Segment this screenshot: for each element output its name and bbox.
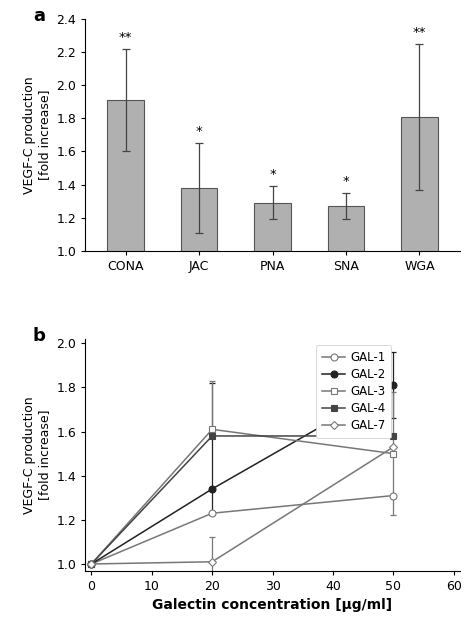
Text: **: ** [119,31,132,44]
X-axis label: Galectin concentration [μg/ml]: Galectin concentration [μg/ml] [153,598,392,612]
Text: *: * [269,168,276,181]
Bar [401,117,438,417]
Text: a: a [33,8,45,25]
Text: *: * [196,125,202,138]
Y-axis label: VEGF-C production
[fold increase]: VEGF-C production [fold increase] [23,76,51,194]
Bar [254,203,291,417]
Y-axis label: VEGF-C production
[fold increase]: VEGF-C production [fold increase] [23,396,51,514]
Text: **: ** [413,26,426,39]
Text: *: * [343,175,349,188]
Text: b: b [33,327,46,346]
Bar [328,206,365,417]
Legend: GAL-1, GAL-2, GAL-3, GAL-4, GAL-7: GAL-1, GAL-2, GAL-3, GAL-4, GAL-7 [316,345,392,438]
Bar [181,188,218,417]
Bar [107,100,144,417]
